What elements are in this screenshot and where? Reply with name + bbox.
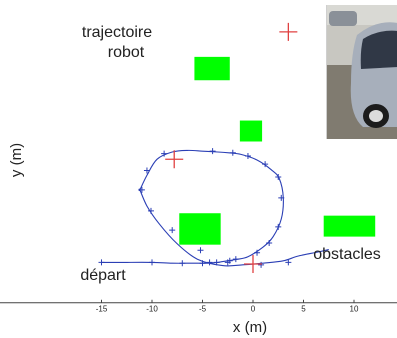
waypoint-marker [279,22,298,41]
trajectory-marker [254,249,261,256]
trajectory-marker [143,167,150,174]
trajectory-marker [161,150,168,157]
trajectory-marker [232,256,239,263]
trajectory-marker [197,247,204,254]
trajectory-line [101,149,329,267]
x-tick-label: -10 [146,305,158,314]
obstacles-annotation: obstacles [313,246,381,263]
trajectory-marker [179,260,186,267]
trajectory-marker [258,261,265,268]
trajectory-marker [275,173,282,180]
trajectory-markers [98,148,292,268]
trajectory-marker [209,148,216,155]
trajectory-marker [262,161,269,168]
x-tick-label: 5 [301,305,306,314]
robot-vehicle-photo [326,5,397,139]
obstacle [323,215,376,237]
y-axis-label: y (m) [8,143,25,177]
trajectory-marker [199,260,206,267]
obstacle [194,56,230,81]
obstacle-layer [179,56,376,245]
photo-wheel-hub [369,110,383,122]
trajectory-marker [285,259,292,266]
x-tick-label: 0 [251,305,256,314]
vehicle-photo-illustration [327,5,397,139]
trajectory-marker [147,207,154,214]
trajectory-annotation-line: robot [108,44,145,61]
trajectory-marker [278,194,285,201]
waypoint-markers [165,22,298,274]
trajectory-marker [275,223,282,230]
axes [0,302,397,304]
trajectory-marker [138,186,145,193]
photo-vehicle-window [360,30,397,69]
x-axis-label: x (m) [233,319,267,336]
trajectory-marker [224,259,231,266]
obstacle [179,213,221,245]
photo-parked-car [329,11,357,26]
trajectory-marker [149,259,155,266]
waypoint-marker [165,150,184,169]
trajectory-marker [213,259,220,266]
trajectory-marker [169,227,176,234]
x-tick-label: -15 [96,305,108,314]
x-tick-label: 10 [350,305,359,314]
trajectory-marker [206,259,213,266]
x-tick-label: -5 [199,305,207,314]
trajectory-marker [229,149,236,156]
obstacle [239,120,263,142]
start-annotation: départ [80,267,126,284]
trajectory-marker [244,153,251,160]
trajectory-marker [98,259,105,266]
waypoint-marker [244,255,262,274]
trajectory-annotation: trajectoire robot [82,24,152,61]
trajectory-annotation-line: trajectoire [82,24,152,41]
trajectory-marker [266,240,273,247]
